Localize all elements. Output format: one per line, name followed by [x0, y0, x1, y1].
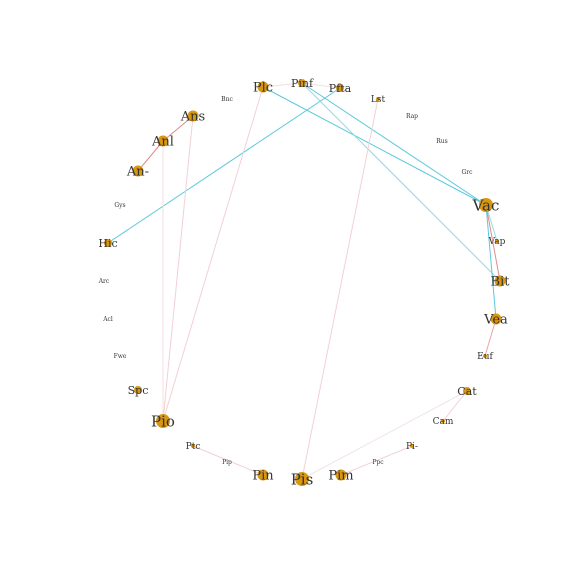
node-label-Pip: Pip [222, 459, 232, 466]
node-layer [104, 79, 506, 486]
node-Plc [257, 81, 269, 93]
node-label-Acl: Acl [102, 316, 113, 323]
edge-Anl-An- [137, 140, 164, 172]
node-Ptc [191, 444, 195, 448]
edge-Vac-Bit [485, 204, 501, 282]
node-Pin [257, 469, 269, 481]
node-Pinf [298, 79, 306, 87]
edge-layer [107, 82, 501, 480]
node-label-Pim: Pim [328, 469, 353, 484]
node-label-Vap: Vap [488, 237, 506, 247]
node-label-Cat: Cat [457, 385, 477, 398]
node-Pfta [336, 84, 344, 92]
node-An- [132, 165, 144, 177]
node-label-Pi-: Pi- [406, 442, 418, 452]
node-Cat [463, 387, 471, 395]
edge-Pinf-Bit [301, 82, 501, 282]
label-layer: Plc Pinf Pfta Lst Rap Rus Grc Vac Vap Bit Vea Euf Ca… [98, 77, 511, 488]
node-label-Lst: Lst [371, 95, 386, 105]
node-Anl [157, 135, 169, 147]
node-label-Fwe: Fwe [114, 353, 127, 360]
edge-Ans-Pio [162, 115, 194, 422]
node-Vac [479, 198, 493, 212]
node-label-Rap: Rap [406, 113, 418, 120]
node-label-Pinf: Pinf [291, 77, 314, 90]
edge-Cat-Pis [301, 390, 468, 480]
node-label-Pis: Pis [291, 470, 314, 488]
node-Lst [376, 97, 380, 101]
node-Pis [295, 472, 309, 486]
node-Spc [134, 386, 142, 394]
edge-Pinf-Vac [301, 82, 487, 206]
node-Pi- [410, 444, 414, 448]
node-label-Anl: Anl [151, 135, 174, 150]
edge-Lst-Pis [301, 98, 379, 480]
edge-Ptc-Pin [192, 445, 264, 476]
node-Euf [483, 354, 487, 358]
edge-Plc-Vac [262, 86, 487, 206]
node-Cam [441, 419, 445, 423]
edge-Vac-Vea [485, 204, 497, 320]
edge-Vea-Euf [484, 318, 497, 357]
node-Bit [494, 275, 506, 287]
node-label-Arc: Arc [98, 278, 110, 285]
node-label-Hic: Hic [98, 237, 117, 250]
node-label-Ptc: Ptc [186, 442, 201, 452]
node-Vap [495, 239, 499, 243]
node-label-Ans: Ans [180, 110, 205, 125]
node-label-Vea: Vea [483, 313, 508, 328]
node-label-Bnc: Bnc [221, 96, 233, 103]
node-label-Pin: Pin [252, 469, 274, 484]
node-label-Ppc: Ppc [372, 459, 384, 466]
node-label-An-: An- [126, 165, 149, 180]
node-Hic [104, 239, 112, 247]
node-label-Cam: Cam [433, 417, 454, 427]
edge-Cat-Cam [442, 390, 468, 422]
edge-Plc-Pinf [262, 82, 303, 88]
node-label-Plc: Plc [253, 81, 273, 96]
node-label-Grc: Grc [461, 169, 473, 176]
node-label-Pfta: Pfta [329, 82, 352, 95]
node-label-Spc: Spc [128, 384, 149, 397]
node-Pio [156, 414, 170, 428]
node-label-Euf: Euf [477, 352, 493, 362]
node-label-Pio: Pio [151, 412, 175, 430]
node-label-Vac: Vac [472, 196, 500, 214]
node-Vea [490, 313, 502, 325]
node-Pim [335, 469, 347, 481]
node-label-Gys: Gys [114, 202, 125, 209]
node-label-Rus: Rus [436, 138, 447, 145]
edge-Pfta-Hic [107, 87, 341, 244]
node-label-Bit: Bit [491, 275, 511, 290]
node-Ans [187, 110, 199, 122]
edge-Ans-Anl [162, 115, 194, 142]
edge-Pi--Pim [340, 445, 413, 476]
edge-Pinf-Pfta [301, 82, 341, 89]
edge-Plc-Pio [162, 86, 264, 422]
